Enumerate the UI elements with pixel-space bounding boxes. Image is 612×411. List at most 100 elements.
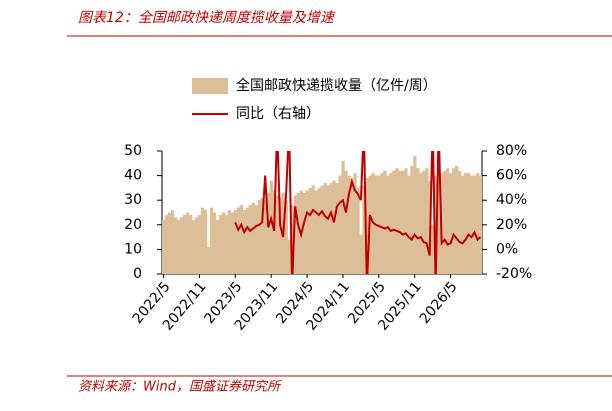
bar: [236, 207, 241, 274]
bar: [257, 200, 261, 274]
bar: [209, 207, 214, 274]
bar: [332, 180, 336, 274]
bar: [215, 219, 220, 274]
bar: [284, 200, 288, 274]
bar: [419, 173, 423, 274]
bar: [200, 207, 205, 274]
legend-label: 全国邮政快递揽收量（亿件/周）: [236, 77, 437, 94]
bar: [227, 210, 232, 274]
bar: [182, 214, 187, 274]
bar: [335, 182, 339, 274]
bar: [377, 175, 381, 274]
bar: [320, 185, 324, 274]
bar: [254, 205, 259, 274]
bar: [470, 175, 474, 274]
bar: [221, 212, 226, 274]
bar: [162, 219, 166, 274]
bar: [416, 168, 420, 274]
y-tick-label: 20: [124, 217, 142, 233]
legend-swatch: [192, 78, 228, 94]
bar: [293, 195, 297, 274]
bar: [188, 214, 193, 274]
x-tick-label: 2026/5: [417, 279, 461, 327]
bar: [179, 217, 184, 274]
bar: [446, 168, 450, 274]
bar: [449, 173, 453, 274]
y2-tick-label: 0%: [496, 241, 518, 257]
y2-tick-label: 40%: [496, 192, 527, 208]
bar: [344, 170, 348, 274]
bar: [176, 219, 181, 274]
bar: [263, 200, 267, 274]
bar: [401, 170, 405, 274]
y-tick-label: 10: [124, 241, 142, 257]
bar: [413, 155, 417, 274]
bar: [326, 185, 330, 274]
bar: [275, 195, 279, 274]
bar: [425, 168, 429, 274]
bar: [191, 219, 196, 274]
bar: [353, 173, 357, 274]
bar: [461, 175, 465, 274]
bar: [290, 205, 294, 274]
bar: [455, 165, 459, 274]
bar: [467, 173, 471, 274]
bar: [296, 192, 300, 274]
bar: [218, 214, 223, 274]
bar: [341, 160, 345, 274]
bar: [356, 187, 360, 274]
bar: [245, 207, 250, 274]
bar: [458, 170, 462, 274]
bar: [269, 180, 273, 274]
bar: [194, 217, 199, 274]
bar: [347, 175, 351, 274]
legend-label: 同比（右轴）: [236, 106, 320, 122]
line: [234, 151, 482, 274]
bar: [317, 187, 321, 274]
bar: [392, 170, 396, 274]
bar: [386, 175, 390, 274]
bar: [383, 170, 387, 274]
bar: [287, 239, 291, 274]
bar: [308, 187, 312, 274]
bar: [473, 175, 477, 274]
chart-title: 图表12：全国邮政快递周度揽收量及增速: [78, 10, 336, 26]
bar: [359, 234, 363, 274]
source: 资料来源：Wind，国盛证券研究所: [78, 379, 282, 395]
bar: [206, 246, 211, 274]
y-tick-label: 30: [124, 192, 142, 208]
bar: [239, 205, 244, 274]
y2-tick-label: -20%: [496, 266, 532, 282]
bar: [431, 224, 435, 274]
y-tick-label: 50: [124, 143, 142, 159]
bar: [197, 214, 202, 274]
bar: [251, 202, 256, 274]
bar: [233, 210, 238, 274]
bar: [314, 190, 318, 274]
bar: [443, 170, 447, 274]
bar: [167, 212, 172, 274]
y-tick-label: 40: [124, 168, 142, 184]
bar: [266, 192, 270, 274]
y2-tick-label: 80%: [496, 143, 527, 159]
bar: [437, 170, 441, 274]
bar: [170, 210, 175, 274]
bar: [224, 214, 229, 274]
bar: [212, 212, 217, 274]
bar: [260, 197, 264, 274]
plot: [162, 151, 482, 274]
bar: [362, 185, 366, 274]
bar: [410, 165, 414, 274]
bar: [479, 175, 482, 274]
bar: [464, 173, 468, 274]
y-tick-label: 0: [133, 266, 142, 282]
bar: [278, 197, 282, 274]
bar: [185, 212, 190, 274]
bar: [305, 190, 309, 274]
bar: [164, 214, 169, 274]
y2-tick-label: 60%: [496, 168, 527, 184]
bar: [407, 175, 411, 274]
bar: [230, 212, 235, 274]
